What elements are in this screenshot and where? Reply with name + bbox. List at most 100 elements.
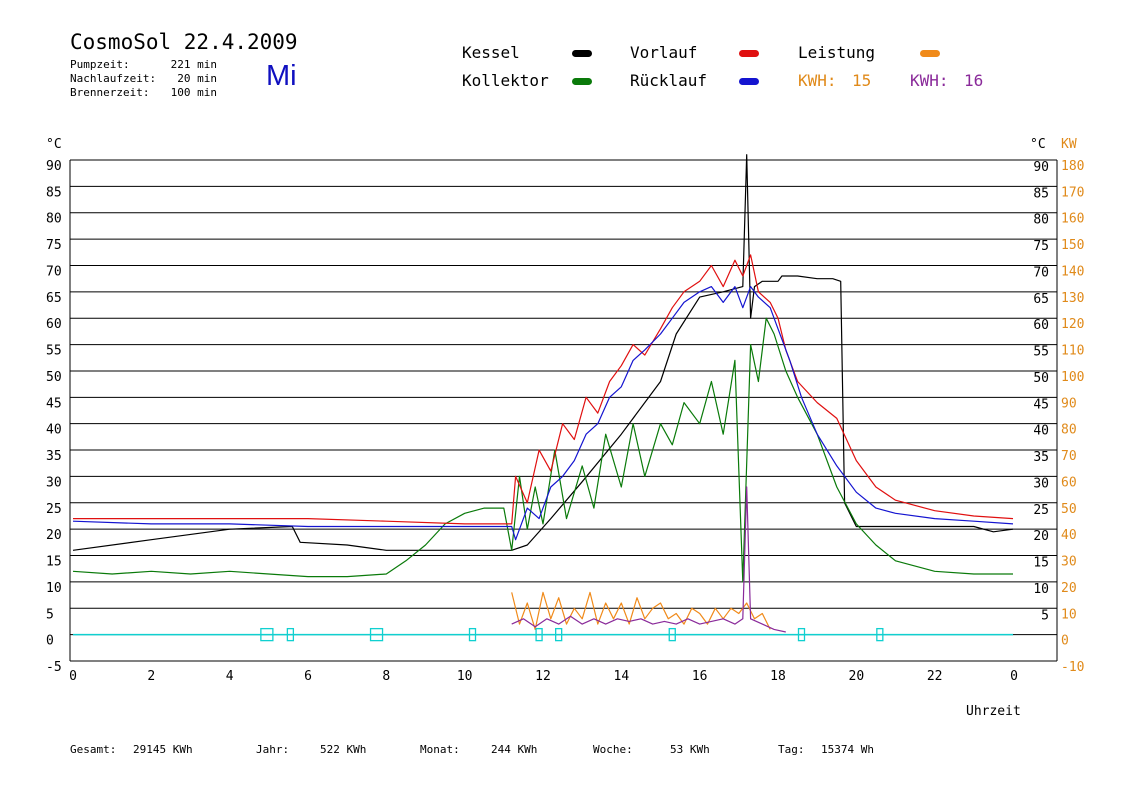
y-tick-right-5: 5: [1041, 608, 1049, 623]
y-tick-kw-60: 60: [1061, 475, 1077, 490]
y-tick-kw--10: -10: [1061, 660, 1084, 675]
series-2: [73, 254, 1014, 525]
y-tick-right-50: 50: [1033, 371, 1049, 386]
pumpzeit-value: 221 min: [170, 58, 217, 71]
y-tick-left-80: 80: [46, 212, 62, 227]
y-tick-left-40: 40: [46, 423, 62, 438]
x-tick-2: 4: [226, 669, 234, 684]
legend-kessel-swatch: [572, 50, 592, 57]
y-tick-kw-0: 0: [1061, 634, 1069, 649]
brennerzeit-value: 100 min: [170, 86, 217, 99]
legend-vorlauf-swatch: [739, 50, 759, 57]
pump-marker-1: [286, 627, 295, 642]
x-tick-3: 6: [304, 669, 312, 684]
chart-labels: -505101520253035404550556065707580859051…: [46, 137, 1084, 719]
legend-kessel-label: Kessel: [462, 43, 520, 62]
pump-marker-8: [876, 627, 884, 642]
pump-marker-4: [535, 627, 543, 642]
pump-markers: [260, 627, 884, 642]
pump-marker-2: [369, 627, 384, 642]
kwh-1-value: 15: [852, 71, 872, 90]
x-tick-0: 0: [69, 669, 77, 684]
y-axis-label-kw: KW: [1061, 137, 1077, 152]
x-tick-7: 14: [614, 669, 630, 684]
legend-kollektor-swatch: [572, 78, 592, 85]
y-tick-left-65: 65: [46, 291, 62, 306]
series-4: [511, 591, 771, 631]
y-tick-right-10: 10: [1033, 582, 1049, 597]
y-tick-kw-90: 90: [1061, 396, 1077, 411]
y-tick-right-45: 45: [1033, 397, 1049, 412]
y-tick-kw-130: 130: [1061, 291, 1084, 306]
pump-marker-5: [555, 627, 563, 642]
y-tick-right-70: 70: [1033, 265, 1049, 280]
woche-value: 53 KWh: [670, 743, 710, 756]
legend-kollektor-label: Kollektor: [462, 71, 549, 90]
y-tick-kw-40: 40: [1061, 528, 1077, 543]
x-tick-5: 10: [457, 669, 473, 684]
y-tick-left-85: 85: [46, 185, 62, 200]
kwh-1-label: KWH:: [798, 71, 837, 90]
legend-ruecklauf-label: Rücklauf: [630, 71, 708, 90]
chart-axes: [69, 160, 1058, 662]
jahr-value: 522 KWh: [320, 743, 367, 756]
tag-label: Tag:: [778, 743, 805, 756]
pump-marker-7: [797, 627, 806, 642]
x-tick-1: 2: [147, 669, 155, 684]
x-tick-8: 16: [692, 669, 708, 684]
x-tick-11: 22: [927, 669, 943, 684]
y-tick-left-55: 55: [46, 344, 62, 359]
y-tick-left-25: 25: [46, 502, 62, 517]
jahr-label: Jahr:: [256, 743, 290, 756]
pump-marker-0: [260, 627, 274, 642]
chart-series: [72, 154, 1014, 636]
x-tick-4: 8: [382, 669, 390, 684]
pumpzeit-label: Pumpzeit:: [70, 58, 130, 71]
y-tick-left-0: 0: [46, 634, 54, 649]
series-0: [72, 154, 1014, 551]
y-tick-kw-100: 100: [1061, 370, 1084, 385]
y-tick-right-30: 30: [1033, 476, 1049, 491]
kwh-2-value: 16: [964, 71, 984, 90]
y-tick-right-80: 80: [1033, 213, 1049, 228]
y-tick-right-90: 90: [1033, 160, 1049, 175]
weekday-label: Mi: [266, 60, 297, 92]
y-tick-kw-20: 20: [1061, 581, 1077, 596]
y-tick-right-65: 65: [1033, 292, 1049, 307]
x-axis-label: Uhrzeit: [966, 704, 1021, 719]
gesamt-label: Gesamt:: [70, 743, 117, 756]
y-tick-left-50: 50: [46, 370, 62, 385]
x-tick-6: 12: [535, 669, 551, 684]
y-tick-left--5: -5: [46, 660, 62, 675]
woche-label: Woche:: [593, 743, 633, 756]
y-tick-kw-120: 120: [1061, 317, 1084, 332]
x-tick-9: 18: [770, 669, 786, 684]
y-tick-kw-50: 50: [1061, 502, 1077, 517]
y-tick-right-55: 55: [1033, 345, 1049, 360]
y-tick-left-10: 10: [46, 581, 62, 596]
series-5: [511, 486, 786, 633]
y-tick-right-20: 20: [1033, 529, 1049, 544]
y-tick-right-75: 75: [1033, 239, 1049, 254]
y-tick-left-70: 70: [46, 264, 62, 279]
monat-value: 244 KWh: [491, 743, 538, 756]
gesamt-value: 29145 KWh: [133, 743, 193, 756]
series-1: [72, 317, 1013, 583]
chart-title: CosmoSol 22.4.2009: [70, 30, 298, 54]
y-tick-kw-10: 10: [1061, 607, 1077, 622]
chart-grid: [70, 159, 1057, 636]
y-tick-left-15: 15: [46, 555, 62, 570]
y-tick-kw-160: 160: [1061, 212, 1084, 227]
legend-ruecklauf-swatch: [739, 78, 759, 85]
y-tick-left-75: 75: [46, 238, 62, 253]
y-tick-kw-30: 30: [1061, 555, 1077, 570]
x-tick-10: 20: [849, 669, 865, 684]
pump-marker-3: [468, 627, 477, 642]
y-tick-right-35: 35: [1033, 450, 1049, 465]
y-tick-right-85: 85: [1033, 186, 1049, 201]
y-tick-left-20: 20: [46, 528, 62, 543]
monat-label: Monat:: [420, 743, 460, 756]
y-axis-label-right: °C: [1030, 137, 1046, 152]
x-tick-12: 0: [1010, 669, 1018, 684]
y-tick-kw-170: 170: [1061, 185, 1084, 200]
